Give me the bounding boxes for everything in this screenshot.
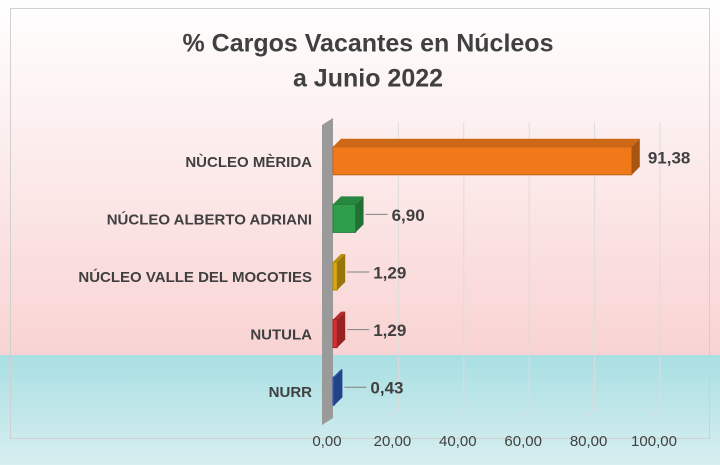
y-tick-label: NÚCLEO ALBERTO ADRIANI (107, 210, 312, 228)
y-tick-label: NUTULA (250, 327, 312, 344)
bar (332, 146, 633, 176)
data-label: 1,29 (373, 321, 406, 340)
bar (332, 203, 357, 233)
axis-wall (322, 118, 333, 425)
x-tick-label: 40,00 (439, 433, 477, 450)
y-tick-label: NÚCLEO VALLE DEL MOCOTIES (78, 268, 312, 286)
x-tick-label: 0,00 (312, 433, 341, 450)
data-label: 0,43 (370, 379, 403, 398)
bar-top (333, 254, 346, 262)
grid-line (517, 122, 530, 419)
x-tick-label: 20,00 (374, 433, 412, 450)
background (0, 355, 720, 465)
x-tick-label: 80,00 (570, 433, 608, 450)
bar-top (333, 196, 364, 205)
chart-title: a Junio 2022 (293, 65, 443, 93)
x-tick-label: 100,00 (631, 433, 677, 450)
grid-line (387, 122, 399, 419)
bar (332, 261, 338, 291)
bar-top (333, 138, 640, 147)
grid-line (583, 122, 596, 419)
data-label: 6,90 (392, 206, 425, 225)
bar-top (333, 369, 343, 378)
background (0, 0, 720, 355)
bar (332, 376, 335, 406)
bar-side (337, 311, 346, 348)
bar-side (337, 254, 346, 290)
data-label: 1,29 (373, 263, 406, 282)
y-tick-label: NÙCLEO MÈRIDA (185, 153, 312, 171)
bar-side (355, 196, 364, 233)
bar (332, 319, 338, 349)
bar-side (631, 138, 640, 175)
chart-title: % Cargos Vacantes en Núcleos (183, 30, 554, 58)
chart-border (10, 8, 710, 439)
grid-line (452, 122, 465, 419)
grid-line (648, 122, 661, 419)
x-tick-label: 60,00 (504, 433, 542, 450)
y-tick-label: NURR (269, 384, 312, 401)
data-label: 91,38 (648, 148, 691, 167)
bar-top (333, 311, 346, 320)
bar-side (334, 369, 343, 406)
